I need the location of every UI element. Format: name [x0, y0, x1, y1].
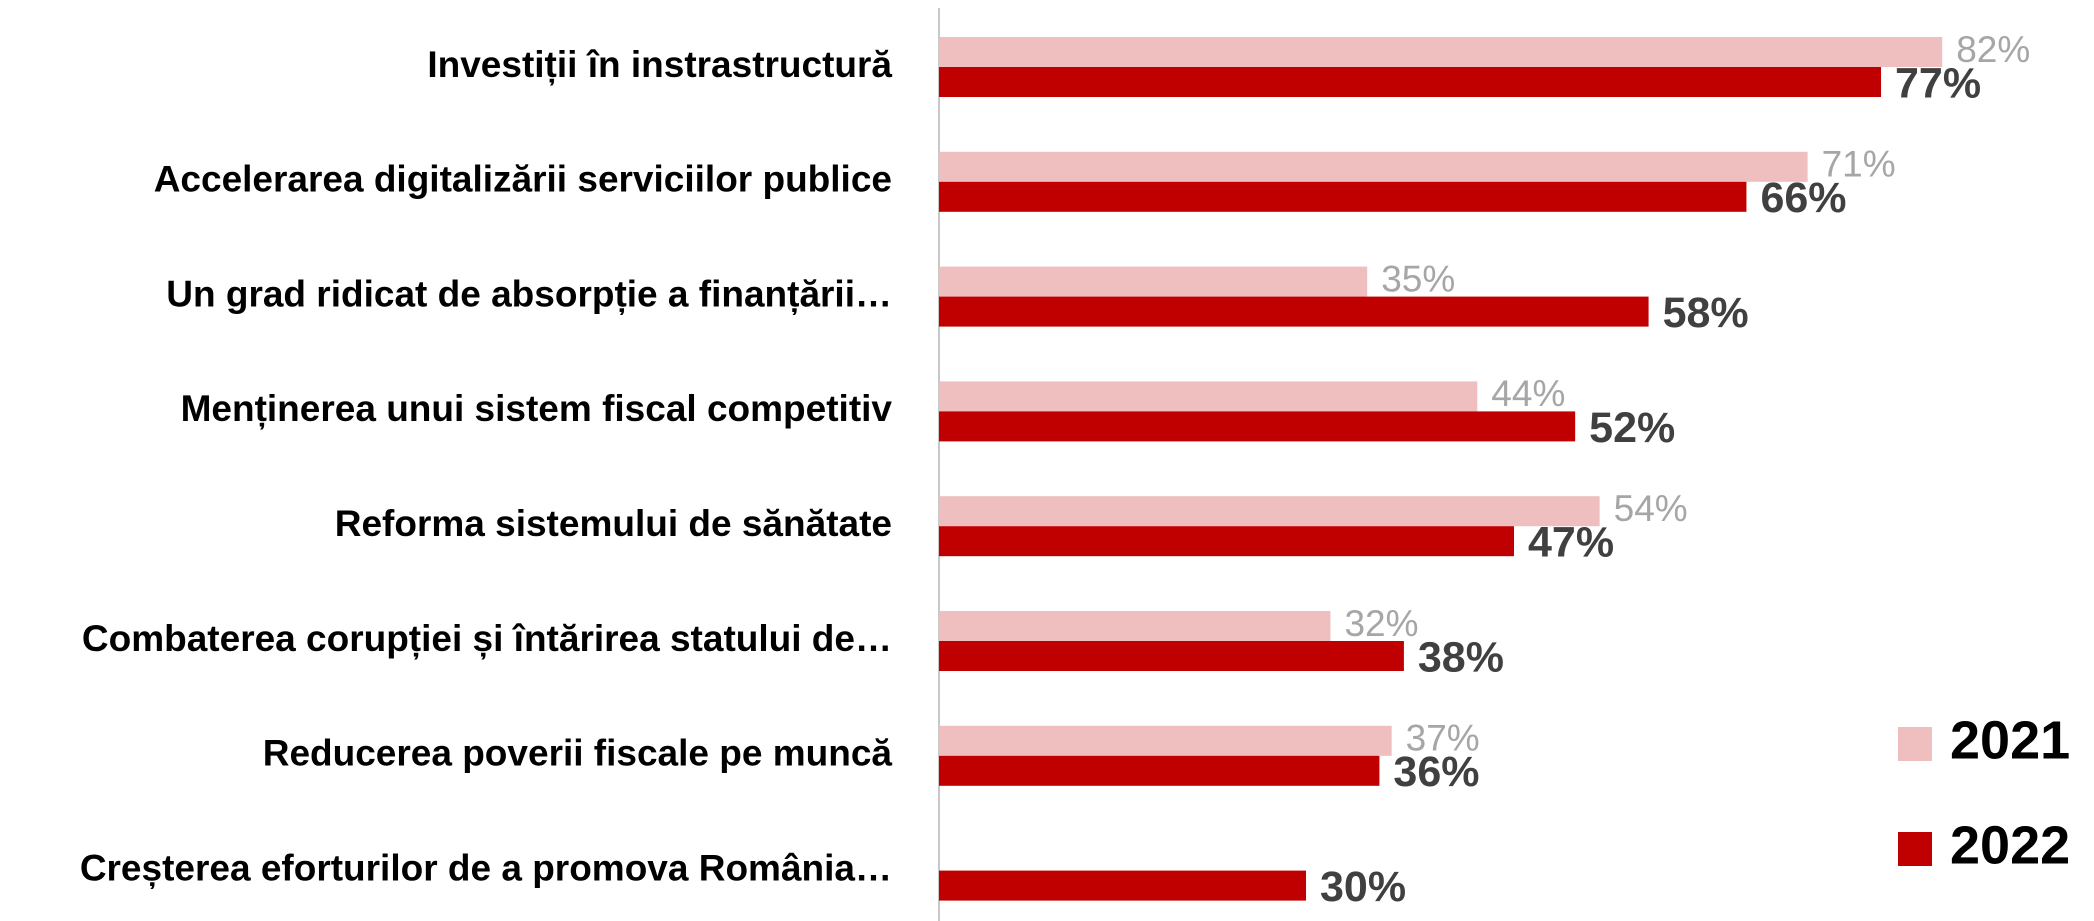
value-label: 71%	[1822, 144, 1896, 185]
bar	[939, 266, 1368, 297]
category-label: Reforma sistemului de sănătate	[335, 503, 892, 544]
value-label: 36%	[1393, 748, 1479, 796]
category-label: Accelerarea digitalizării serviciilor pu…	[154, 159, 892, 200]
category-label: Investiții în instrastructură	[427, 44, 892, 86]
category-label: Menținerea unui sistem fiscal competitiv	[181, 388, 893, 430]
bar	[939, 725, 1392, 756]
value-label: 58%	[1663, 289, 1749, 337]
bar	[939, 526, 1514, 557]
legend-swatch	[1898, 727, 1932, 761]
bar	[939, 870, 1307, 901]
category-label: Un grad ridicat de absorpție a finanțări…	[166, 273, 892, 315]
bar	[939, 151, 1808, 182]
bar	[939, 496, 1600, 527]
value-label: 37%	[1406, 718, 1480, 759]
bar	[939, 641, 1404, 671]
bar	[939, 381, 1478, 412]
bar	[939, 611, 1331, 641]
value-label: 44%	[1491, 373, 1565, 414]
category-label: Creșterea eforturilor de a promova Român…	[80, 847, 892, 888]
bar	[939, 181, 1747, 212]
legend-label: 2021	[1950, 710, 2070, 770]
value-label: 54%	[1614, 488, 1688, 529]
value-label: 47%	[1528, 519, 1614, 567]
legend-label: 2022	[1950, 815, 2070, 875]
category-label: Reducerea poverii fiscale pe muncă	[263, 733, 893, 774]
value-label: 35%	[1381, 258, 1455, 299]
bar	[939, 296, 1649, 327]
bar	[939, 411, 1576, 442]
legend-swatch	[1898, 832, 1932, 866]
value-label: 77%	[1895, 59, 1981, 107]
value-label: 66%	[1760, 174, 1846, 222]
bar	[939, 37, 1943, 67]
value-label: 38%	[1418, 633, 1504, 681]
value-label: 30%	[1320, 863, 1406, 911]
bar	[939, 755, 1380, 786]
category-label: Combaterea corupției și întărirea statul…	[82, 618, 892, 660]
value-label: 82%	[1956, 29, 2030, 70]
value-label: 52%	[1589, 404, 1675, 452]
value-label: 32%	[1344, 603, 1418, 644]
bar	[939, 67, 1882, 97]
